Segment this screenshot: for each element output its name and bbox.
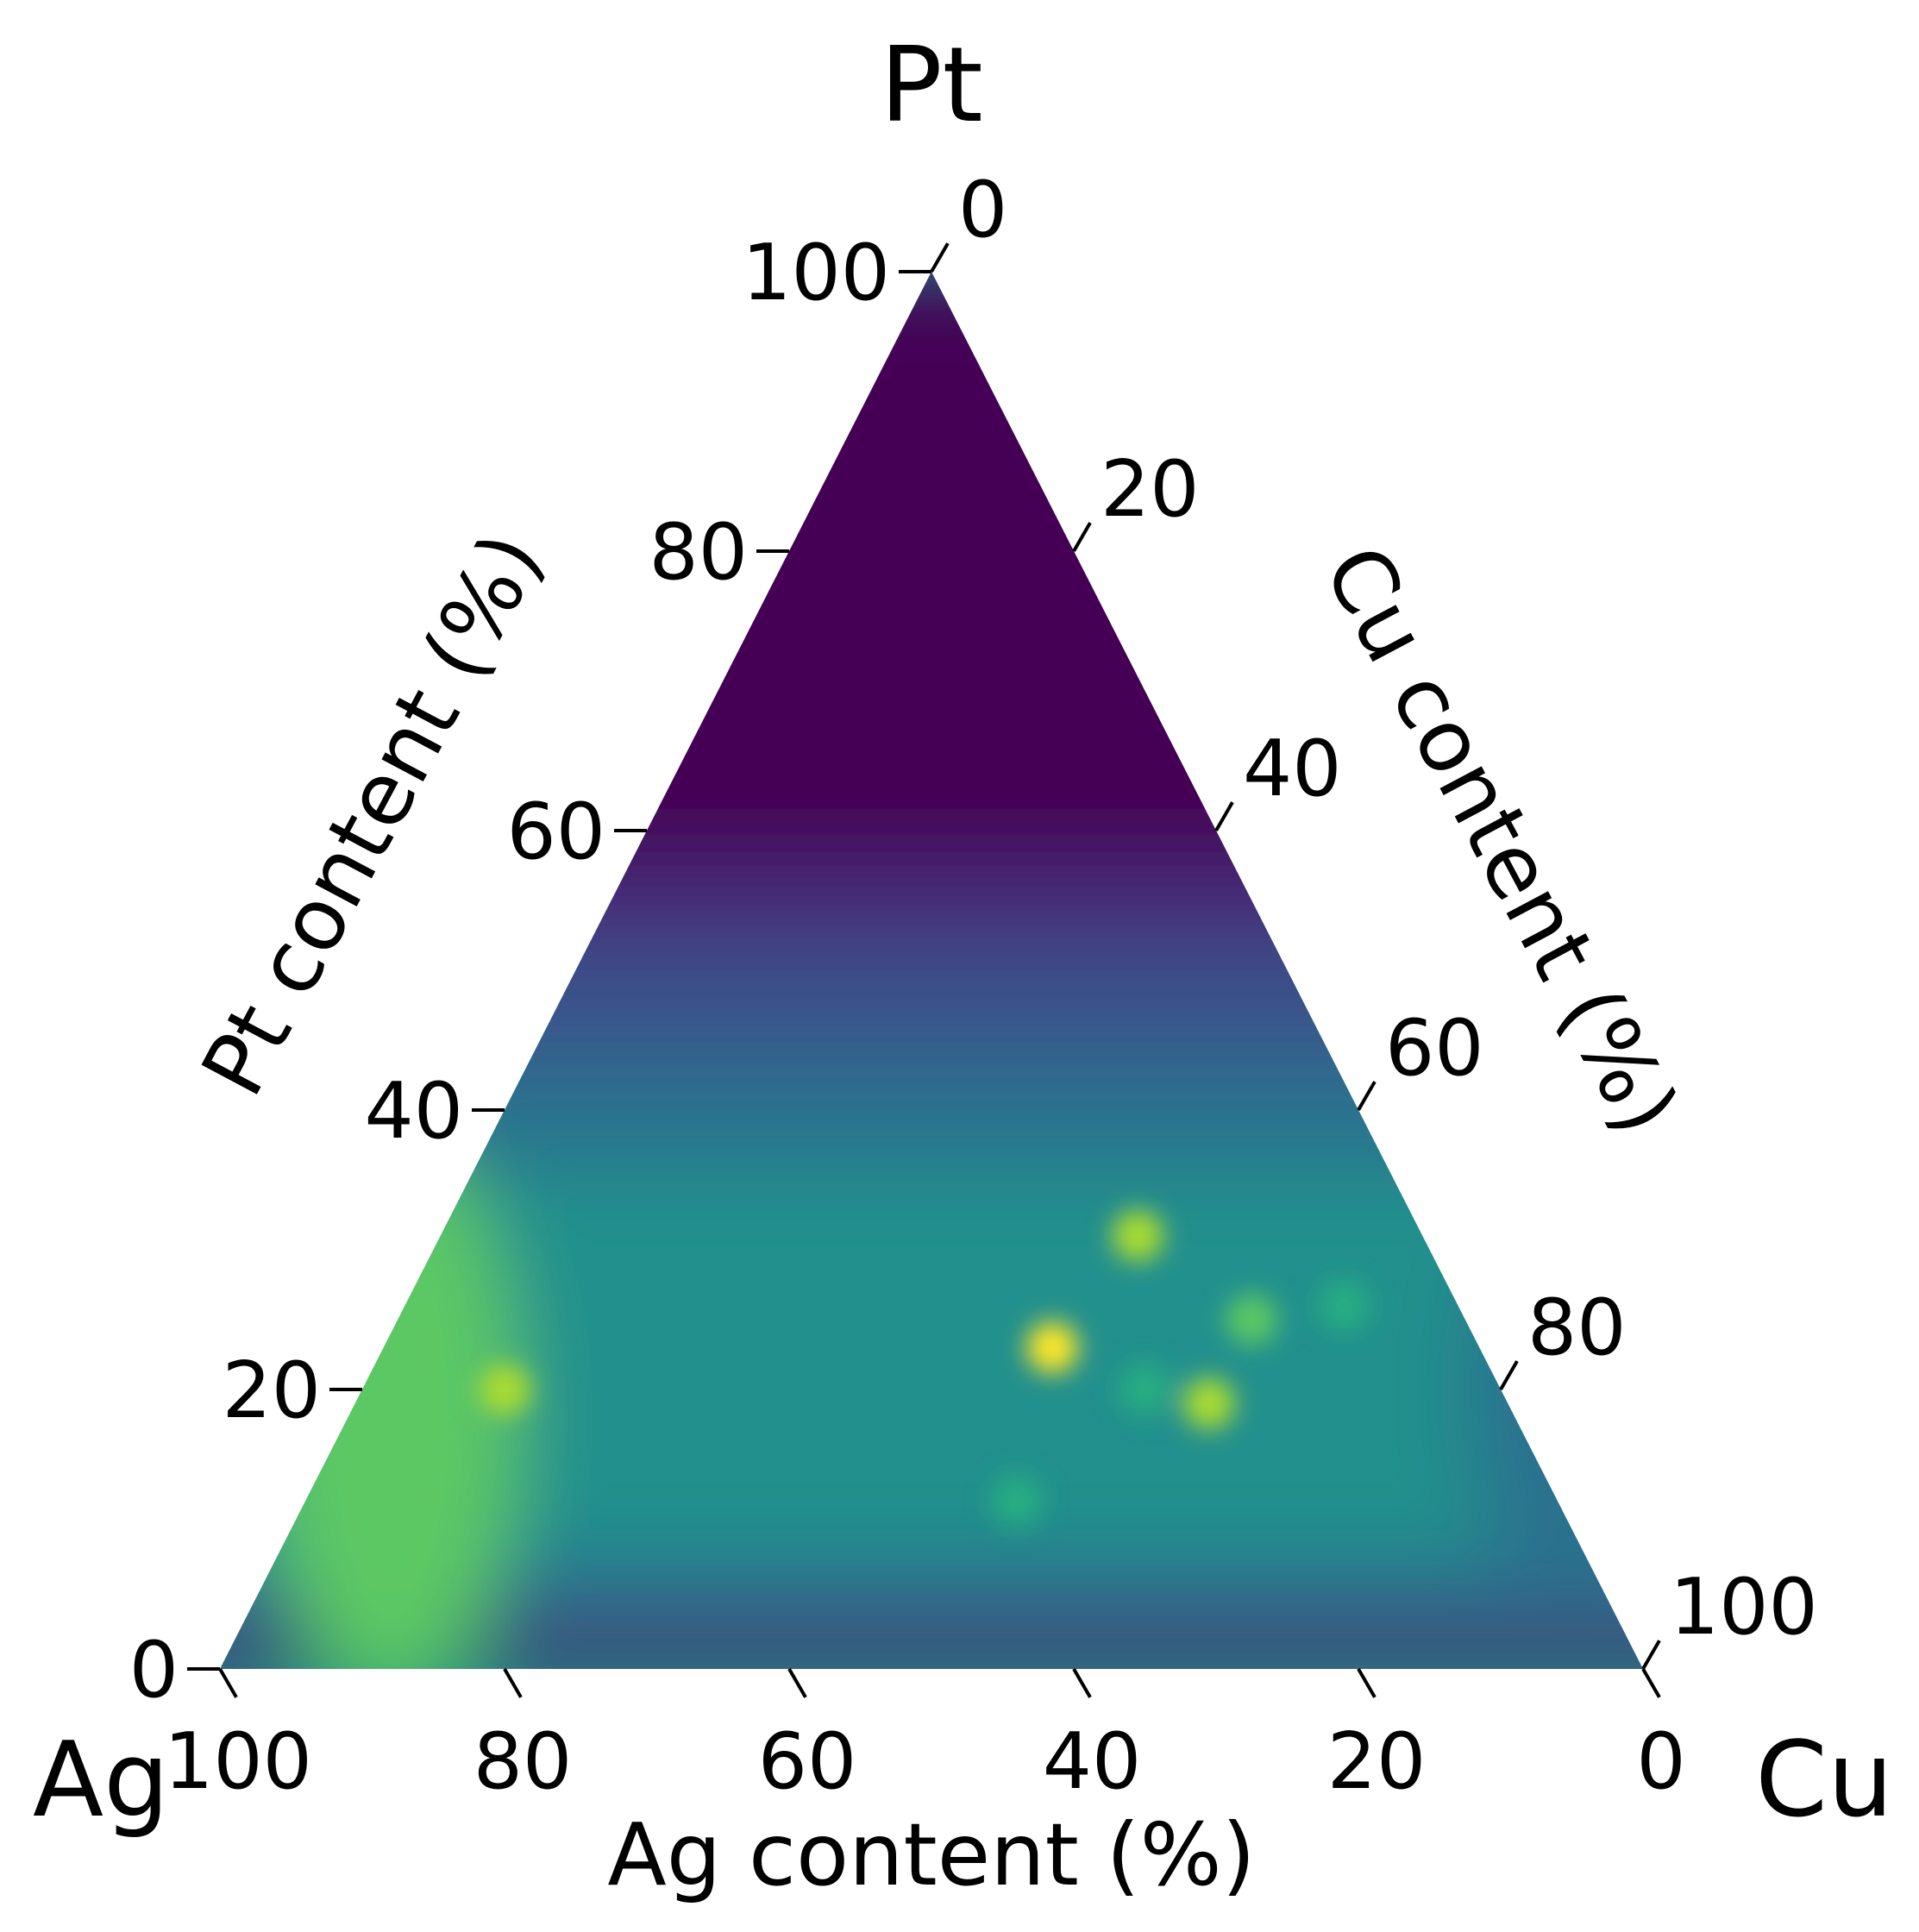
heat-band xyxy=(220,718,1643,749)
heat-band xyxy=(220,1501,1643,1531)
heat-band xyxy=(220,1194,1643,1224)
bottom-tick-mark xyxy=(1072,1667,1092,1698)
heat-band xyxy=(220,831,1643,861)
bottom-tick-mark xyxy=(503,1667,523,1698)
heat-band xyxy=(220,272,1643,302)
heat-band xyxy=(220,1473,1643,1503)
heat-band xyxy=(220,606,1643,637)
bottom-tick-label: 60 xyxy=(758,1716,857,1807)
left-axis-label: Pt content (%) xyxy=(182,517,562,1112)
heat-band xyxy=(220,775,1643,805)
heat-hotspot xyxy=(1182,1377,1235,1430)
right-tick-mark xyxy=(1357,1081,1377,1112)
heat-band xyxy=(220,411,1643,442)
right-tick-label: 80 xyxy=(1527,1283,1627,1373)
bottom-tick-label: 20 xyxy=(1327,1716,1427,1807)
heat-hotspot xyxy=(1226,1294,1278,1346)
right-tick-label: 60 xyxy=(1385,1003,1484,1094)
heat-band xyxy=(220,383,1643,413)
bottom-tick-mark xyxy=(218,1667,238,1698)
left-tick-label: 0 xyxy=(129,1625,179,1716)
heat-hotspot xyxy=(479,1364,530,1415)
heat-hotspot xyxy=(1119,1364,1171,1415)
corner-label-left: Ag xyxy=(33,1721,169,1841)
heat-band xyxy=(220,635,1643,665)
heat-hotspot xyxy=(1318,1279,1370,1332)
heat-band xyxy=(220,439,1643,469)
heat-band xyxy=(220,495,1643,525)
heat-band xyxy=(220,551,1643,581)
heat-band xyxy=(220,467,1643,498)
corner-label-right: Cu xyxy=(1755,1721,1893,1841)
heat-band xyxy=(220,662,1643,693)
heat-band xyxy=(220,1445,1643,1476)
left-tick-label: 40 xyxy=(364,1066,463,1157)
heat-region-right xyxy=(1468,1165,1643,1614)
heat-band xyxy=(220,299,1643,329)
heat-band xyxy=(220,1277,1643,1308)
heat-band xyxy=(220,1221,1643,1251)
heat-band xyxy=(220,523,1643,553)
heat-hotspot xyxy=(1112,1209,1164,1262)
right-tick-label: 0 xyxy=(958,165,1007,255)
corner-label-top: Pt xyxy=(880,26,982,146)
heat-band xyxy=(220,1613,1643,1643)
heat-band xyxy=(220,355,1643,386)
right-tick-mark xyxy=(930,242,950,273)
right-tick-label: 40 xyxy=(1243,724,1342,814)
bottom-tick-label: 80 xyxy=(473,1716,573,1807)
bottom-tick-label: 40 xyxy=(1043,1716,1142,1807)
left-tick-label: 100 xyxy=(742,228,890,318)
right-tick-mark xyxy=(1072,522,1092,553)
right-tick-mark xyxy=(1641,1640,1661,1671)
left-tick-label: 20 xyxy=(222,1346,321,1436)
heat-hotspot xyxy=(400,1433,453,1485)
heat-hotspot xyxy=(991,1475,1043,1527)
heat-band xyxy=(220,1138,1643,1168)
heat-band xyxy=(220,1640,1643,1669)
heat-hotspot xyxy=(1026,1321,1079,1374)
heat-band xyxy=(220,1165,1643,1196)
heat-band xyxy=(220,1305,1643,1336)
bottom-tick-mark xyxy=(787,1667,807,1698)
bottom-tick-label: 0 xyxy=(1636,1716,1685,1807)
heat-band xyxy=(220,802,1643,832)
bottom-tick-mark xyxy=(1357,1667,1377,1698)
right-tick-label: 20 xyxy=(1101,444,1200,535)
heat-band xyxy=(220,746,1643,777)
heat-band xyxy=(220,579,1643,609)
bottom-tick-mark xyxy=(1641,1667,1661,1698)
right-tick-mark xyxy=(1499,1360,1519,1391)
right-tick-label: 100 xyxy=(1670,1562,1818,1653)
bottom-axis-label: Ag content (%) xyxy=(607,1804,1255,1905)
bottom-tick-label: 100 xyxy=(164,1716,312,1807)
left-tick-label: 60 xyxy=(506,787,605,877)
right-axis-label: Cu content (%) xyxy=(1304,530,1698,1151)
heat-band xyxy=(220,691,1643,721)
right-tick-mark xyxy=(1214,801,1234,832)
heat-band xyxy=(220,1250,1643,1280)
heat-band xyxy=(220,327,1643,358)
left-tick-label: 80 xyxy=(649,507,748,598)
